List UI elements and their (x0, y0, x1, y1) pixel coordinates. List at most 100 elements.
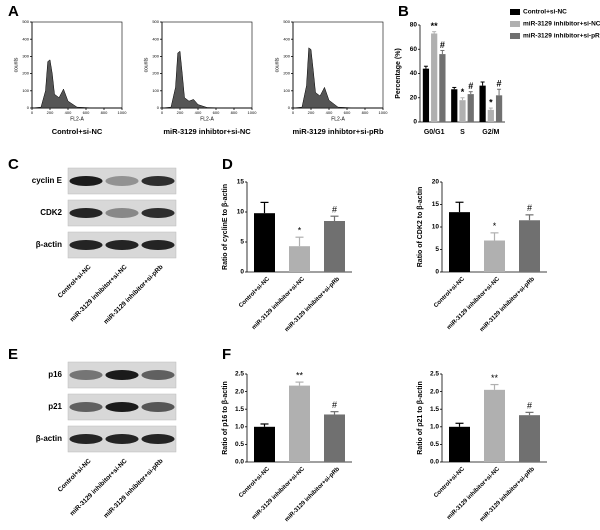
y-tick-label: 15 (432, 201, 440, 208)
y-tick-label: 0.5 (430, 441, 439, 448)
y-axis-label: Ratio of p16 to β-actin (222, 381, 229, 455)
blot-lane-label: Control+si-NC (57, 263, 93, 299)
x-tick-label: 400 (326, 110, 333, 115)
panel-label: F (222, 346, 231, 363)
x-tick-label: 200 (47, 110, 54, 115)
blot-band (105, 434, 139, 444)
bar (484, 240, 505, 272)
y-tick-label: 2.5 (430, 371, 439, 378)
y-axis-label: Ratio of CDK2 to β-actin (417, 187, 424, 268)
significance: ** (296, 370, 304, 380)
y-tick-label: 80 (410, 22, 418, 29)
bar (431, 33, 438, 122)
y-tick-label: 10 (432, 224, 440, 231)
y-tick-label: 300 (152, 53, 159, 58)
significance: # (332, 400, 337, 410)
significance: # (527, 203, 532, 213)
bar (519, 415, 540, 462)
histogram-area (161, 50, 252, 109)
y-tick-label: 1.5 (430, 406, 439, 413)
bar (479, 85, 486, 122)
x-axis-label: FL2-A (70, 116, 84, 122)
x-tick-label: Control+si-NC (238, 276, 271, 309)
y-tick-label: 100 (283, 88, 290, 93)
y-tick-label: 5 (240, 239, 244, 246)
x-tick-label: G0/G1 (424, 129, 445, 136)
y-tick-label: 100 (22, 88, 29, 93)
y-tick-label: 2.0 (430, 388, 439, 395)
blot-row-label: CDK2 (40, 208, 62, 217)
significance: # (440, 40, 445, 50)
blot-band (105, 208, 139, 218)
blot-row-label: p21 (48, 402, 62, 411)
bar (422, 68, 430, 122)
blot-band (141, 402, 175, 412)
blot-band (105, 402, 139, 412)
panel-label: E (8, 346, 18, 363)
legend-swatch (510, 21, 520, 27)
panel-label: D (222, 156, 233, 173)
y-tick-label: 0 (157, 105, 160, 110)
significance: # (468, 81, 473, 91)
y-tick-label: 1.5 (235, 406, 244, 413)
blot-band (69, 370, 103, 380)
blot-lane-label: Control+si-NC (57, 457, 93, 493)
panel-label: C (8, 156, 19, 173)
y-axis-label: counts (274, 57, 280, 72)
chart-caption: Control+si-NC (52, 127, 103, 136)
histogram-area (31, 59, 122, 109)
legend-label: Control+si-NC (523, 9, 567, 16)
x-tick-label: Control+si-NC (238, 466, 271, 499)
y-tick-label: 0 (413, 119, 417, 126)
y-tick-label: 0.0 (235, 459, 244, 466)
blot-band (141, 208, 175, 218)
blot-row-label: β-actin (36, 240, 62, 249)
y-tick-label: 500 (283, 19, 290, 24)
y-tick-label: 0 (288, 105, 291, 110)
significance: # (332, 205, 337, 215)
y-tick-label: 0 (240, 269, 244, 276)
blot-band (69, 208, 103, 218)
y-axis-label: Percentage (%) (395, 48, 402, 99)
legend-swatch (510, 9, 520, 15)
y-tick-label: 5 (435, 246, 439, 253)
y-tick-label: 500 (152, 19, 159, 24)
chart-caption: miR-3129 inhibtor+si-NC (163, 127, 251, 136)
y-tick-label: 500 (22, 19, 29, 24)
bar (459, 100, 466, 122)
y-tick-label: 2.0 (235, 388, 244, 395)
blot-row-label: β-actin (36, 434, 62, 443)
y-tick-label: 200 (283, 71, 290, 76)
significance: * (298, 226, 302, 236)
significance: # (527, 401, 532, 411)
x-tick-label: Control+si-NC (433, 276, 466, 309)
y-tick-label: 0.0 (430, 459, 439, 466)
x-tick-label: 600 (83, 110, 90, 115)
y-tick-label: 2.5 (235, 371, 244, 378)
y-tick-label: 1.0 (430, 424, 439, 431)
bar (254, 426, 275, 462)
blot-row-label: cyclin E (32, 176, 63, 185)
significance: ** (431, 21, 439, 31)
x-tick-label: 0 (31, 110, 34, 115)
panel-label: B (398, 3, 409, 20)
blot-band (105, 240, 139, 250)
bar (495, 95, 503, 122)
significance: * (461, 87, 465, 97)
x-tick-label: 0 (161, 110, 164, 115)
bar (449, 212, 470, 272)
legend-label: miR-3129 inhibitor+si-NC (523, 21, 600, 28)
x-tick-label: 1000 (248, 110, 258, 115)
y-tick-label: 300 (283, 53, 290, 58)
y-tick-label: 60 (410, 46, 418, 53)
x-tick-label: Control+si-NC (433, 466, 466, 499)
bar (484, 389, 505, 462)
bar (451, 89, 458, 122)
y-axis-label: counts (13, 57, 19, 72)
y-tick-label: 15 (237, 179, 245, 186)
bar (289, 246, 310, 272)
significance: * (489, 97, 493, 107)
y-tick-label: 0 (435, 269, 439, 276)
y-axis-label: counts (143, 57, 149, 72)
y-tick-label: 10 (237, 209, 245, 216)
